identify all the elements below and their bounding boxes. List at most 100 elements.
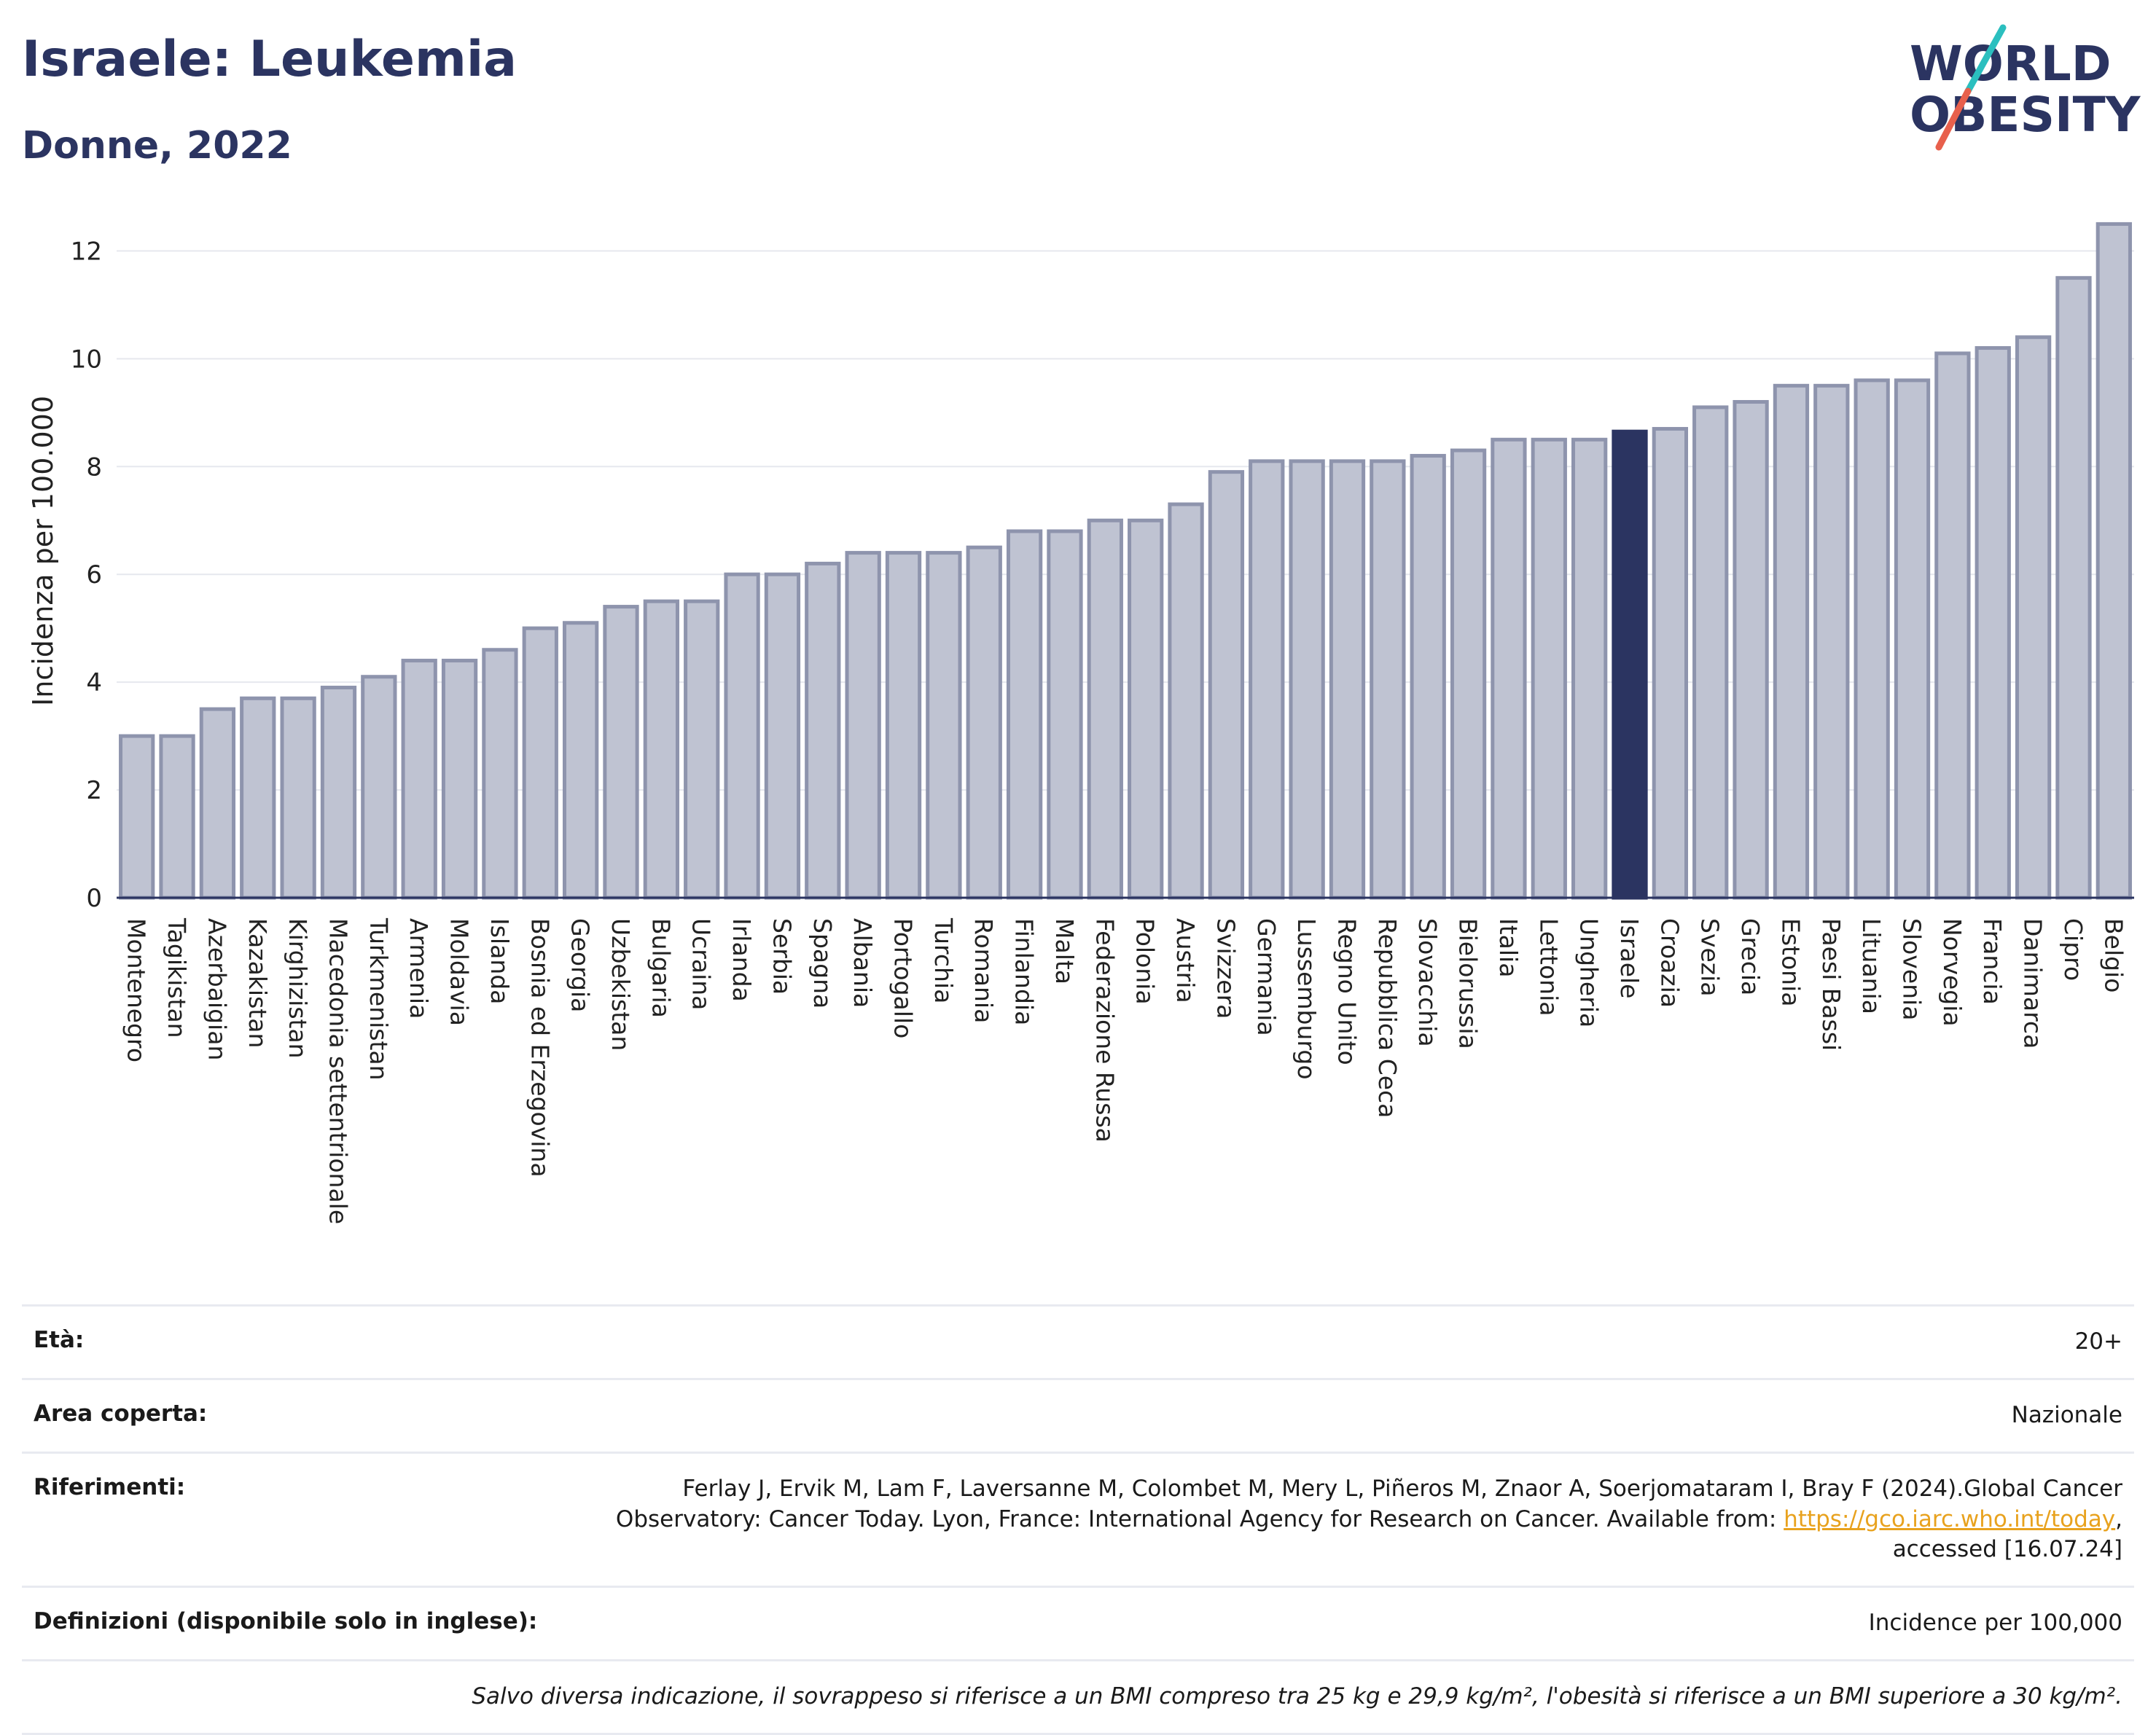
x-tick-label: Norvegia: [1938, 918, 1966, 1027]
x-tick-label: Uzbekistan: [606, 918, 635, 1051]
bar: [361, 675, 397, 900]
bar: [724, 572, 760, 900]
bar: [280, 696, 316, 900]
bar: [1571, 437, 1608, 900]
x-tick-label: Ungheria: [1575, 918, 1604, 1027]
bar: [562, 621, 599, 900]
logo-slash-teal: [1964, 24, 2007, 95]
bar: [1531, 437, 1567, 900]
definitions-value: Incidence per 100,000: [1868, 1610, 2122, 1637]
references-text-2: Observatory: Cancer Today. Lyon, France:…: [615, 1505, 1784, 1532]
x-tick-label: Serbia: [768, 918, 796, 995]
x-tick-label: Georgia: [566, 918, 595, 1012]
bar: [764, 572, 801, 900]
x-tick-label: Kazakistan: [243, 918, 272, 1048]
info-row-area: Area coperta: Nazionale: [22, 1377, 2134, 1452]
bar: [1329, 459, 1366, 900]
bar: [2015, 335, 2052, 900]
bar: [2055, 275, 2092, 900]
y-tick-label: 6: [86, 560, 102, 590]
bar: [1813, 383, 1850, 900]
x-tick-label: Grecia: [1736, 918, 1765, 995]
x-tick-label: Estonia: [1776, 918, 1805, 1006]
bar: [159, 734, 195, 900]
page-subtitle: Donne, 2022: [22, 124, 292, 168]
world-obesity-logo: WORLD OBESITY: [1910, 24, 2141, 151]
bar: [1370, 459, 1406, 900]
references-value: Ferlay J, Ervik M, Lam F, Laversanne M, …: [615, 1475, 2122, 1563]
page-title: Israele: Leukemia: [22, 31, 517, 88]
x-tick-label: Ucraina: [687, 918, 716, 1010]
y-tick-label: 2: [86, 776, 102, 805]
y-tick-label: 4: [86, 668, 102, 697]
x-tick-label: Islanda: [485, 918, 514, 1004]
logo-slash-red: [1935, 87, 1972, 151]
x-tick-label: Turchia: [929, 917, 958, 1003]
info-table: Età: 20+ Area coperta: Nazionale Riferim…: [22, 1304, 2134, 1735]
bar: [441, 659, 478, 900]
y-tick-label: 0: [86, 884, 102, 913]
y-axis-ticks: 0 2 4 6 8 10 12: [71, 237, 102, 913]
x-tick-label: Lettonia: [1534, 918, 1563, 1016]
x-tick-label: Lituania: [1857, 918, 1886, 1014]
x-tick-label: Slovenia: [1898, 918, 1926, 1020]
x-tick-label: Albania: [848, 918, 877, 1008]
bar: [684, 599, 720, 900]
bar: [926, 551, 962, 900]
y-axis-label: Incidenza per 100.000: [27, 396, 59, 706]
x-tick-label: Montenegro: [122, 918, 151, 1062]
x-tick-label: Germania: [1252, 918, 1281, 1036]
info-row-references: Riferimenti: Ferlay J, Ervik M, Lam F, L…: [22, 1451, 2134, 1586]
x-tick-label: Moldavia: [445, 918, 474, 1026]
bar: [1289, 459, 1325, 900]
x-tick-label: Polonia: [1131, 918, 1160, 1005]
y-tick-label: 12: [71, 237, 102, 266]
x-tick-label: Armenia: [405, 918, 433, 1019]
x-tick-label: Tagikistan: [163, 917, 191, 1038]
bar: [845, 551, 881, 900]
x-tick-label: Portogallo: [889, 918, 918, 1038]
y-tick-label: 10: [71, 345, 102, 374]
bar: [1006, 529, 1043, 900]
bar: [1249, 459, 1285, 900]
bar: [1491, 437, 1527, 900]
bar: [1773, 383, 1810, 900]
bar: [1047, 529, 1083, 900]
bar: [1087, 518, 1123, 900]
bar: [1410, 453, 1446, 900]
x-tick-label: Croazia: [1655, 918, 1684, 1008]
x-tick-label: Italia: [1494, 918, 1523, 977]
bar: [1733, 399, 1769, 900]
bar: [603, 605, 639, 900]
references-text-1: Ferlay J, Ervik M, Lam F, Laversanne M, …: [682, 1475, 2122, 1502]
references-link[interactable]: https://gco.iarc.who.int/today: [1784, 1505, 2116, 1532]
x-tick-label: Bosnia ed Erzegovina: [526, 918, 554, 1178]
x-tick-label: Bielorussia: [1454, 918, 1483, 1049]
bar: [1975, 346, 2011, 900]
area-label: Area coperta:: [34, 1400, 208, 1427]
bar: [1854, 378, 1890, 900]
bar: [119, 734, 155, 900]
bar: [1692, 405, 1729, 900]
bar: [199, 707, 236, 900]
x-tick-label: Svizzera: [1211, 918, 1240, 1019]
bar: [401, 659, 437, 900]
x-tick-label: Macedonia settentrionale: [324, 918, 352, 1224]
bar: [1128, 518, 1164, 900]
x-tick-label: Austria: [1171, 918, 1200, 1003]
bar: [885, 551, 922, 900]
info-row-note: Salvo diversa indicazione, il sovrappeso…: [22, 1659, 2134, 1735]
bar: [320, 686, 357, 900]
area-value: Nazionale: [2011, 1401, 2122, 1428]
info-row-age: Età: 20+: [22, 1304, 2134, 1378]
bar: [1894, 378, 1931, 900]
bars: [119, 222, 2132, 900]
x-tick-label: Regno Unito: [1332, 918, 1361, 1065]
bar: [1168, 502, 1204, 900]
x-tick-label: Kirghizistan: [284, 918, 312, 1059]
age-value: 20+: [2074, 1328, 2122, 1355]
bmi-note: Salvo diversa indicazione, il sovrappeso…: [472, 1683, 2122, 1710]
x-tick-label: Lussemburgo: [1292, 918, 1321, 1080]
bar: [240, 696, 276, 900]
x-tick-label: Slovacchia: [1413, 918, 1442, 1047]
